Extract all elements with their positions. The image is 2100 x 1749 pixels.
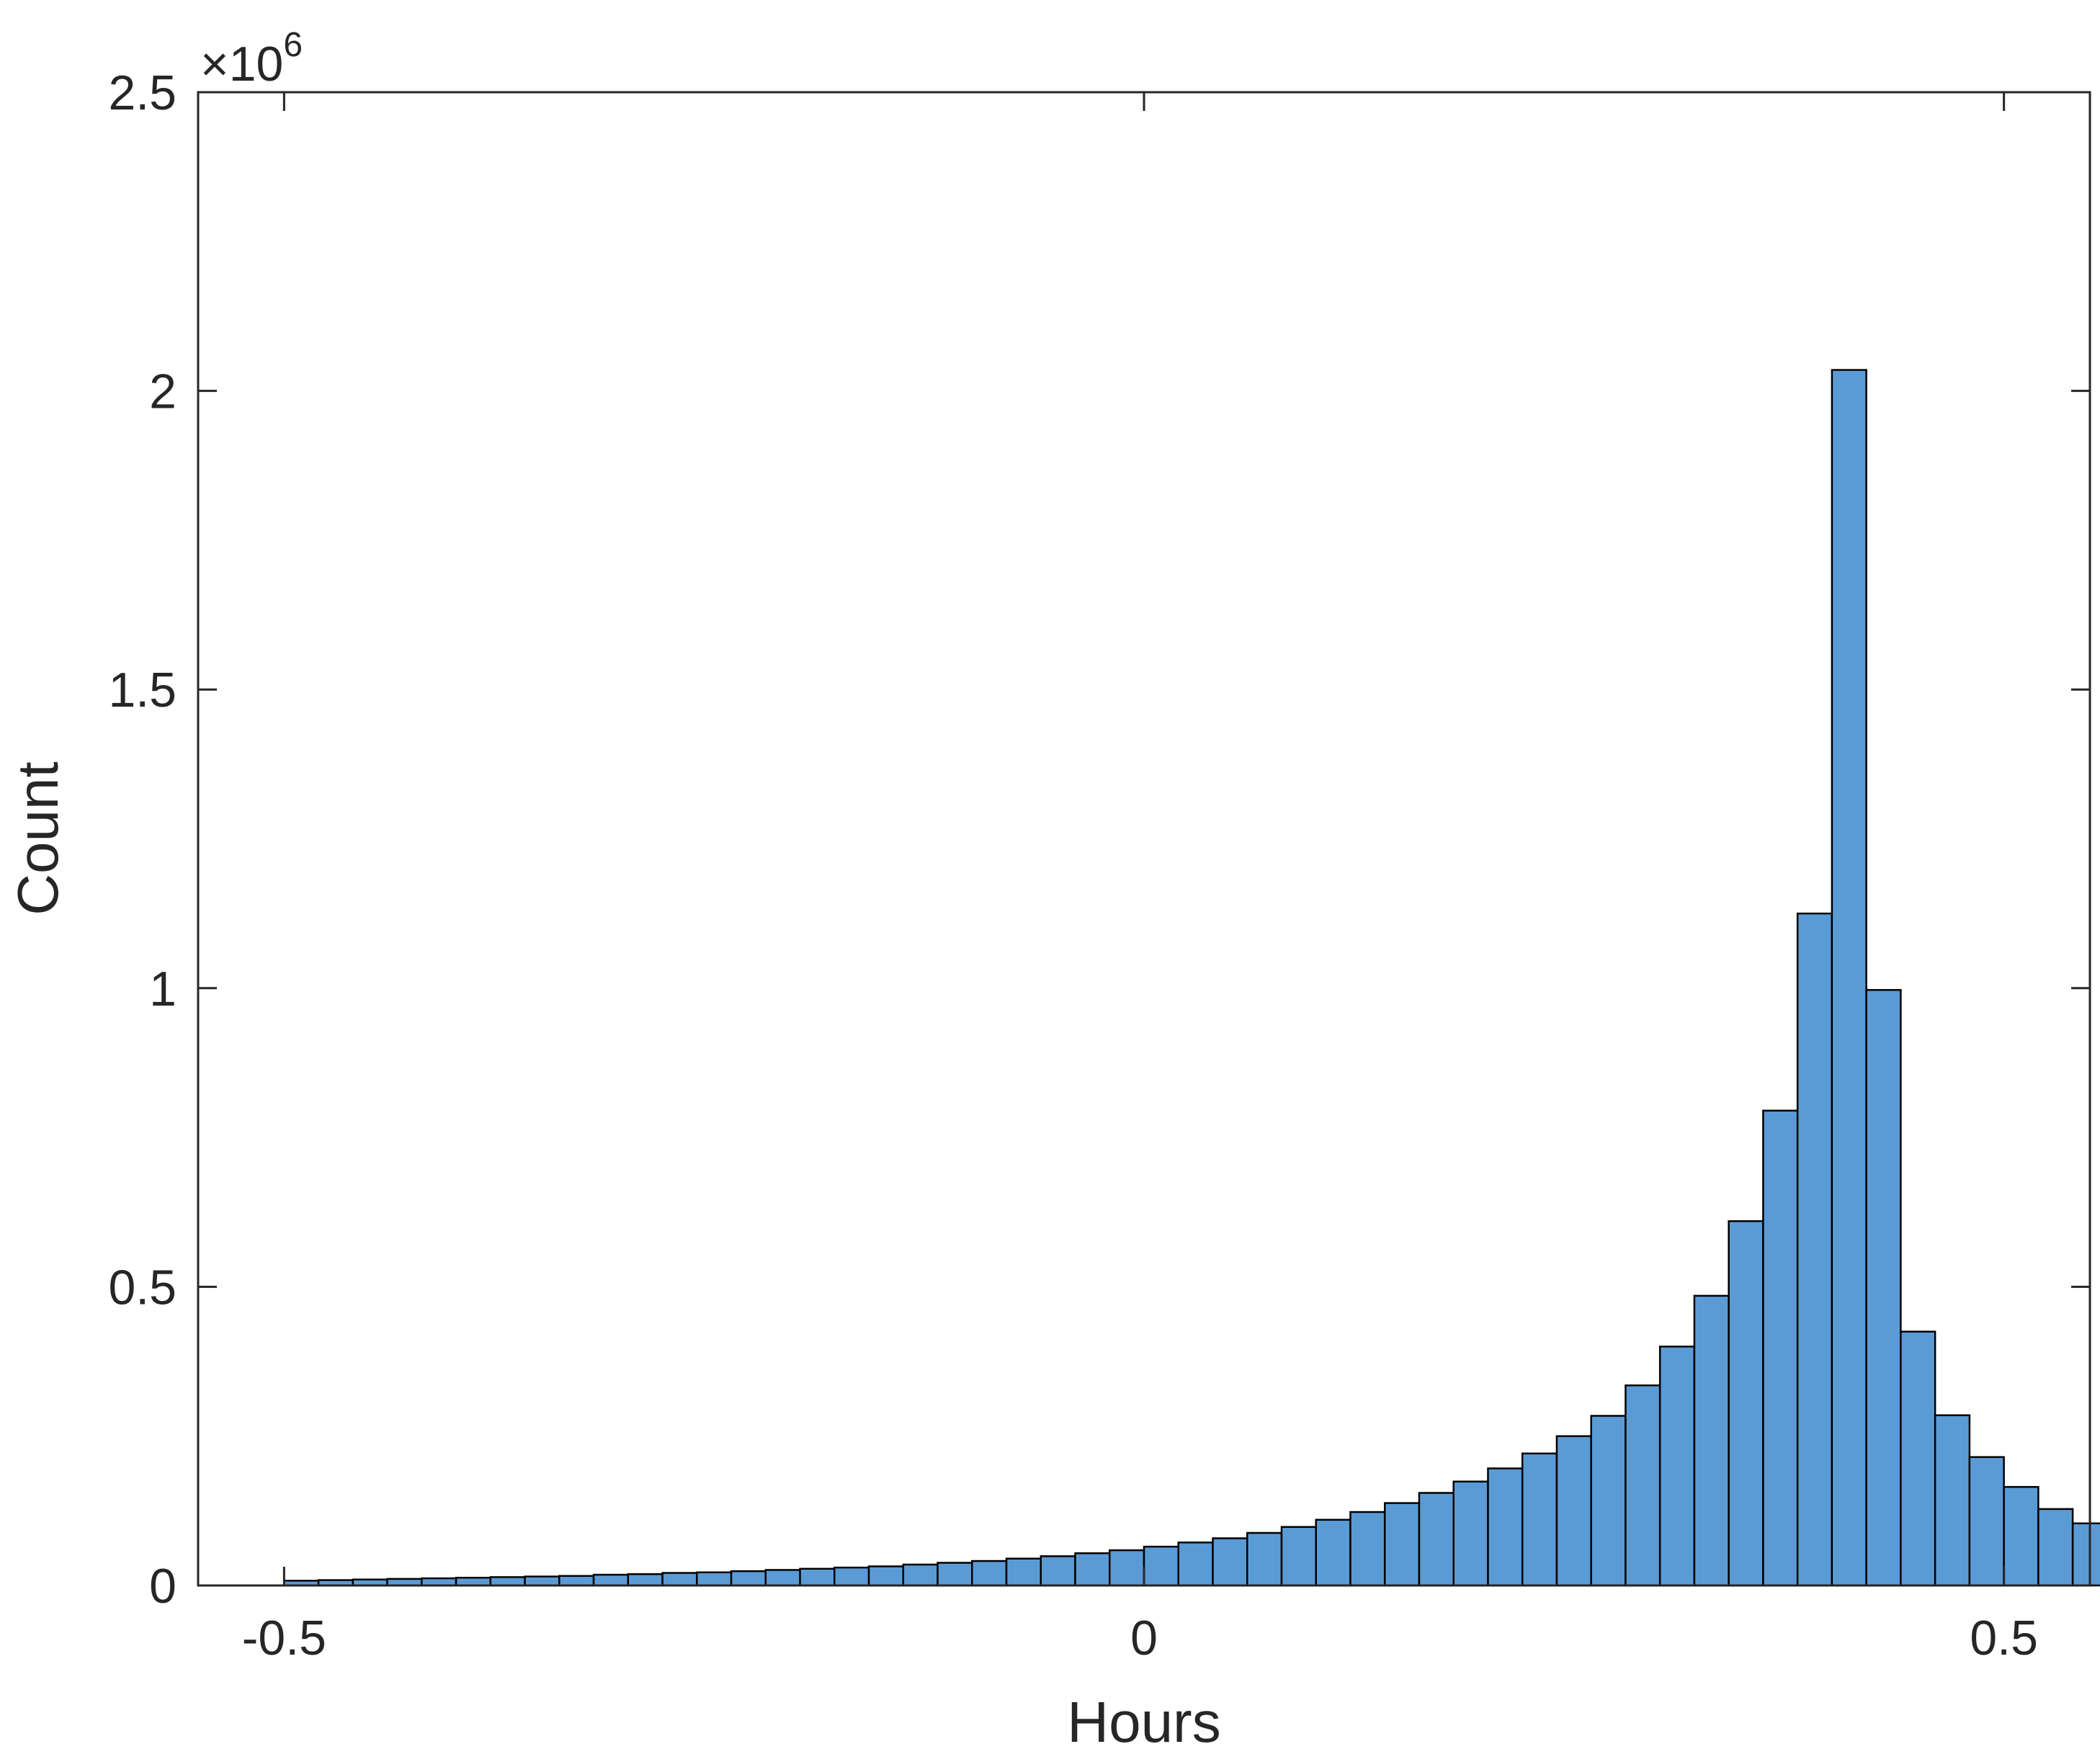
x-tick-labels: -0.5 0 0.5 xyxy=(242,1611,2038,1665)
histogram-bar xyxy=(1280,1526,1317,1587)
histogram-bar xyxy=(1487,1467,1524,1587)
histogram-bar xyxy=(524,1575,560,1587)
histogram-bar xyxy=(1418,1492,1455,1587)
histogram-bar xyxy=(902,1563,939,1587)
y-tick-label: 0 xyxy=(149,1559,177,1614)
histogram-bar xyxy=(455,1576,492,1587)
histogram-bar xyxy=(764,1569,801,1587)
histogram-bar xyxy=(1625,1384,1661,1587)
histogram-bar xyxy=(1934,1414,1971,1587)
histogram-bar xyxy=(1143,1545,1179,1587)
histogram-bar xyxy=(937,1562,973,1587)
histogram-bar xyxy=(2037,1508,2074,1587)
histogram-bar xyxy=(1349,1511,1386,1587)
histogram-bar xyxy=(489,1576,526,1587)
histogram-bar xyxy=(627,1573,663,1587)
histogram-bar xyxy=(2003,1485,2039,1587)
y-tick-label: 2.5 xyxy=(108,66,177,120)
y-exponent-power: 6 xyxy=(283,26,303,64)
histogram-bar xyxy=(661,1572,698,1587)
histogram-bar xyxy=(1040,1555,1076,1587)
histogram-bar xyxy=(1383,1502,1421,1587)
histogram-bar xyxy=(1555,1435,1592,1587)
histogram-bar xyxy=(1762,1109,1799,1587)
histogram-bars xyxy=(283,369,2100,1587)
histogram-bar xyxy=(834,1566,870,1587)
histogram-bar xyxy=(1658,1346,1696,1587)
histogram-bar xyxy=(1521,1452,1558,1587)
histogram-bar xyxy=(2071,1522,2100,1587)
y-tick-label: 0.5 xyxy=(108,1260,177,1315)
histogram-bar xyxy=(867,1565,905,1587)
histogram-bar xyxy=(1693,1294,1730,1587)
y-exponent-base: ×10 xyxy=(200,37,283,91)
y-tick-label: 2 xyxy=(149,364,177,419)
axis-ticks xyxy=(198,91,2090,1587)
y-tick-labels: 0 0.5 1 1.5 2 2.5 xyxy=(108,66,177,1614)
y-axis-label: Count xyxy=(6,761,70,915)
histogram-bar xyxy=(1246,1531,1283,1587)
histogram-bar xyxy=(1074,1552,1111,1587)
histogram-bar xyxy=(1831,369,1867,1587)
y-tick-label: 1.5 xyxy=(108,663,177,717)
x-axis-label: Hours xyxy=(1067,1690,1220,1749)
histogram-bar xyxy=(1728,1220,1764,1587)
histogram-bar xyxy=(1968,1456,2005,1587)
histogram-bar xyxy=(1452,1480,1489,1587)
plot-frame xyxy=(197,91,2091,1587)
x-tick-label: 0.5 xyxy=(1970,1611,2038,1665)
histogram-bar xyxy=(730,1570,767,1587)
histogram-bar xyxy=(799,1567,836,1587)
histogram-bar xyxy=(1865,989,1902,1587)
histogram-bar xyxy=(1109,1549,1145,1587)
histogram-bar xyxy=(1177,1542,1214,1587)
histogram-bar xyxy=(971,1560,1008,1587)
y-axis-exponent: ×106 xyxy=(200,26,303,91)
histogram-bar xyxy=(592,1573,630,1587)
histogram-bar xyxy=(1005,1557,1042,1587)
histogram-bar xyxy=(1590,1415,1627,1587)
histogram-bar xyxy=(1796,912,1833,1587)
histogram-bar xyxy=(558,1575,595,1587)
histogram-bar xyxy=(696,1571,733,1587)
x-tick-label: -0.5 xyxy=(242,1611,326,1665)
histogram-bar xyxy=(1315,1518,1351,1587)
histogram-bar xyxy=(1212,1537,1248,1587)
histogram-bar xyxy=(1900,1330,1936,1587)
x-tick-label: 0 xyxy=(1130,1611,1158,1665)
y-tick-label: 1 xyxy=(149,962,177,1016)
